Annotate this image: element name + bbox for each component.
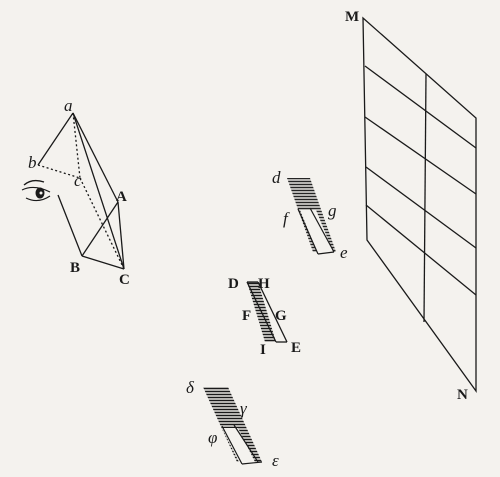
dotted-c-C (79, 177, 125, 270)
edge-A-C (117, 201, 125, 270)
label-f: f (283, 209, 290, 228)
label-H: H (258, 276, 270, 292)
label-e: e (340, 243, 348, 262)
bar-dhfgie (246, 281, 288, 343)
label-E: E (291, 340, 301, 356)
edge-a-b (37, 112, 74, 166)
edge-a-C (72, 112, 125, 270)
label-N: N (457, 387, 468, 403)
edge-a-A (72, 112, 119, 203)
plane-row-1 (364, 65, 477, 149)
plane-row-3 (365, 166, 477, 249)
hatched-bar-greek (203, 387, 263, 465)
hatched-bar-dgfe (287, 178, 336, 255)
label-a: a (64, 96, 73, 115)
label-c: c (74, 171, 82, 190)
label-d: d (272, 168, 281, 187)
label-g: g (328, 201, 337, 220)
edge-b-B (57, 194, 83, 257)
plane-outline (362, 16, 477, 394)
label-epsilon: ε (272, 451, 279, 470)
edge-B-A (81, 201, 119, 257)
label-D: D (228, 276, 239, 292)
plane-vertical-divider (423, 73, 427, 323)
label-M: M (345, 9, 359, 25)
dotted-a-c (72, 112, 81, 179)
eye-icon (21, 179, 51, 202)
dotted-b-c (37, 164, 81, 179)
label-G: G (275, 308, 287, 324)
label-B: B (70, 260, 80, 276)
label-b: b (28, 153, 37, 172)
label-delta: δ (186, 378, 195, 397)
edge-B-C (81, 255, 125, 270)
plane-row-4 (365, 204, 477, 296)
plane-row-2 (364, 116, 477, 195)
label-A: A (116, 189, 127, 205)
label-gamma: γ (240, 399, 248, 418)
label-F: F (242, 308, 251, 324)
label-I: I (260, 342, 266, 358)
grid-plane-mn (362, 16, 477, 394)
pyramid-figure (37, 112, 125, 270)
label-phi: φ (208, 428, 217, 447)
label-C: C (119, 272, 130, 288)
